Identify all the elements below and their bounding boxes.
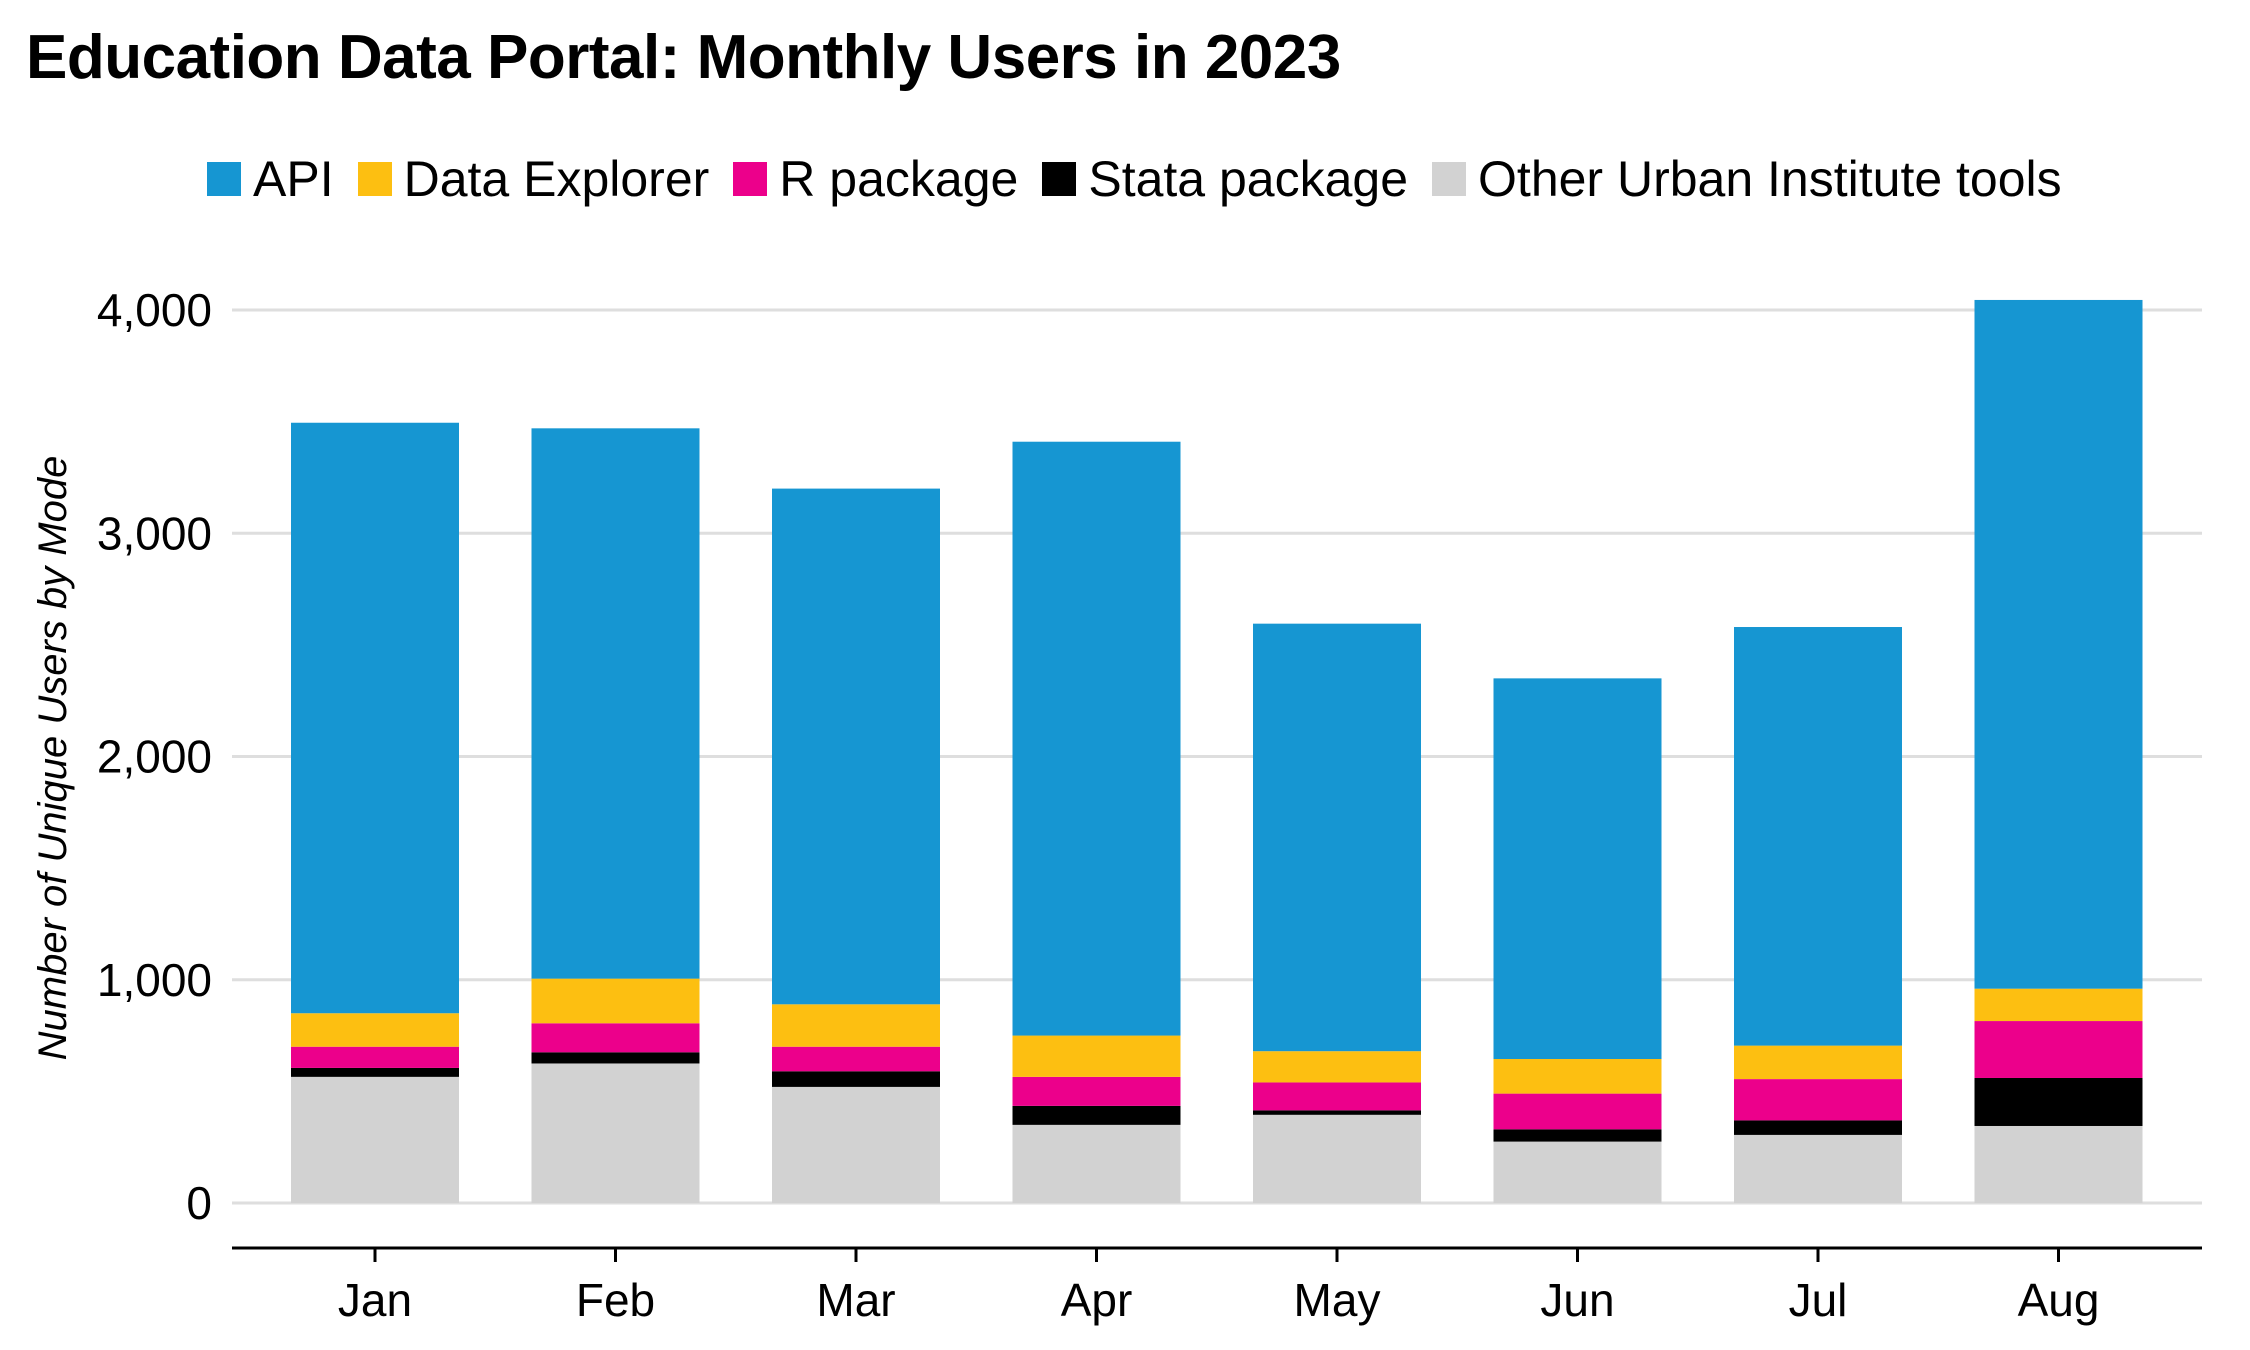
legend-swatch [1432,162,1467,196]
legend-swatch [733,162,768,196]
x-tick-label-aug: Aug [2018,1274,2100,1326]
legend-swatch [357,162,392,196]
legend-item-data-explorer: Data Explorer [357,150,710,208]
legend-item-stata-package: Stata package [1042,150,1408,208]
bar-segment-stata-package-aug [1974,1077,2143,1126]
bar-segment-r-package-jan [291,1046,459,1068]
y-tick-label: 3,000 [97,507,212,559]
bar-segment-other-urban-institute-tools-jan [291,1076,459,1203]
bar-segment-stata-package-jun [1493,1129,1662,1142]
bar-segment-other-urban-institute-tools-mar [772,1086,940,1203]
bar-segment-stata-package-jan [291,1067,459,1077]
bar-segment-api-jan [291,422,459,1014]
bar-segment-stata-package-jul [1734,1120,1902,1135]
legend-label: Data Explorer [403,151,710,207]
bar-segment-api-apr [1012,441,1181,1036]
legend-item-r-package: R package [733,150,1018,208]
y-tick-label: 2,000 [97,731,212,783]
y-axis-labels: 0 1,000 2,000 3,000 4,000 [97,284,212,1229]
legend-label: Other Urban Institute tools [1478,151,2062,207]
bar-segment-stata-package-mar [772,1071,940,1087]
bar-segment-data-explorer-jun [1493,1059,1662,1094]
legend-label: R package [779,151,1019,207]
bar-segment-r-package-apr [1012,1076,1181,1106]
bar-segment-api-aug [1974,299,2143,989]
x-tick-label-feb: Feb [576,1274,655,1326]
bar-segment-api-jun [1493,678,1662,1060]
bar-segment-data-explorer-apr [1012,1035,1181,1077]
bar-segment-other-urban-institute-tools-may [1253,1114,1421,1203]
y-axis-title: Number of Unique Users by Mode [31,456,75,1061]
y-tick-label: 1,000 [97,954,212,1006]
bar-segment-r-package-may [1253,1082,1421,1111]
bar-segment-stata-package-apr [1012,1105,1181,1125]
bar-segment-stata-package-may [1253,1110,1421,1115]
bar-segment-r-package-feb [531,1023,700,1053]
x-axis: Jan Feb Mar Apr May Jun Jul Aug [232,1246,2202,1326]
bars [291,299,2143,1203]
bar-segment-stata-package-feb [531,1052,700,1064]
legend-swatch [1042,162,1077,196]
bar-segment-data-explorer-aug [1974,988,2143,1022]
bar-segment-api-feb [531,428,700,979]
legend: API Data Explorer R package Stata package Ot… [207,150,2086,208]
bar-segment-api-jul [1734,627,1902,1046]
bar-segment-r-package-jun [1493,1093,1662,1130]
y-tick-label: 4,000 [97,284,212,336]
y-tick-label: 0 [186,1177,212,1229]
x-tick-label-jan: Jan [338,1274,412,1326]
legend-item-api: API [207,150,334,208]
bar-segment-api-may [1253,623,1421,1052]
legend-item-other-urban-institute-tools: Other Urban Institute tools [1432,150,2062,208]
bar-segment-r-package-jul [1734,1079,1902,1121]
bar-segment-data-explorer-mar [772,1004,940,1047]
bar-segment-data-explorer-jul [1734,1045,1902,1080]
bar-segment-other-urban-institute-tools-apr [1012,1124,1181,1203]
bar-segment-other-urban-institute-tools-jun [1493,1141,1662,1203]
bar-segment-data-explorer-may [1253,1051,1421,1083]
legend-label: API [253,151,334,207]
bar-segment-data-explorer-jan [291,1013,459,1047]
bar-segment-r-package-mar [772,1046,940,1072]
gridlines [232,308,2202,1205]
chart-title: Education Data Portal: Monthly Users in … [26,23,1341,92]
bar-segment-other-urban-institute-tools-aug [1974,1125,2143,1203]
bar-segment-other-urban-institute-tools-jul [1734,1134,1902,1203]
x-tick-label-jul: Jul [1789,1274,1848,1326]
bar-segment-api-mar [772,488,940,1005]
x-tick-label-apr: Apr [1061,1274,1133,1326]
legend-swatch [207,162,241,196]
x-tick-label-jun: Jun [1540,1274,1614,1326]
bar-segment-r-package-aug [1974,1021,2143,1078]
x-tick-label-may: May [1294,1274,1381,1326]
bar-segment-other-urban-institute-tools-feb [531,1063,700,1203]
x-tick-label-mar: Mar [816,1274,895,1326]
bar-segment-data-explorer-feb [531,978,700,1024]
legend-label: Stata package [1088,151,1409,207]
